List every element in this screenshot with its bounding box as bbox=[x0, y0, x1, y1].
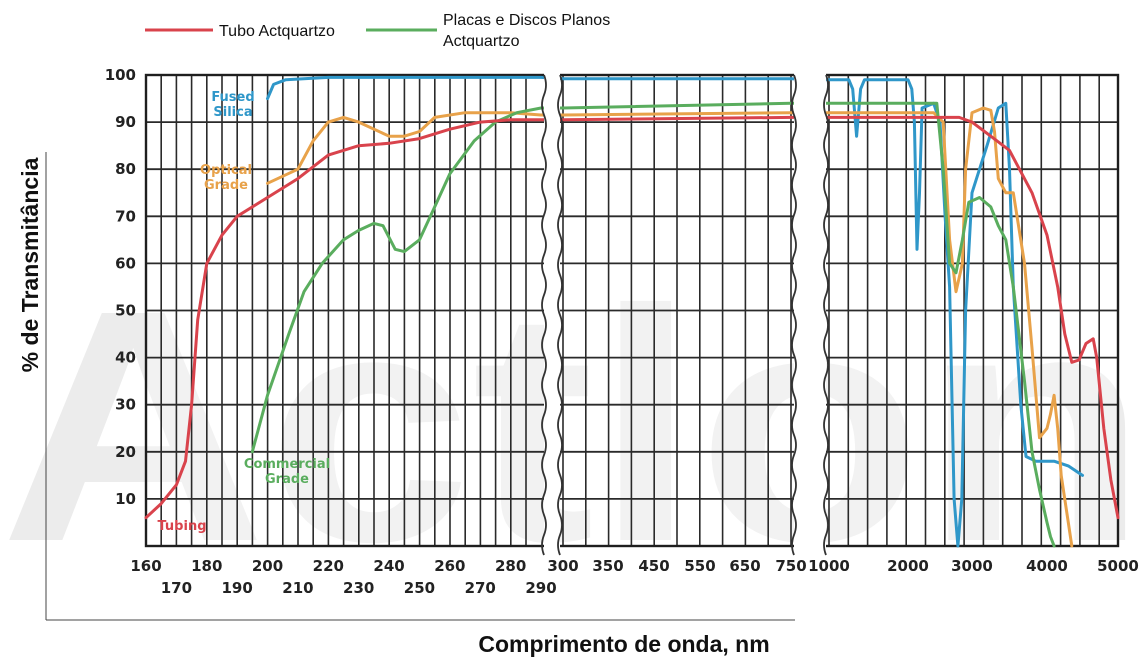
series-line-commercial-grade bbox=[250, 101, 1056, 548]
x-tick-label: 180 bbox=[191, 557, 222, 575]
x-tick-label: 4000 bbox=[1026, 557, 1068, 575]
x-axis-label: Comprimento de onda, nm bbox=[478, 631, 769, 657]
axis-break-band bbox=[794, 73, 826, 548]
x-tick-label: 550 bbox=[684, 557, 715, 575]
annotation-commercial-line2: Grade bbox=[265, 472, 309, 487]
legend-label-placas-line1: Placas e Discos Planos bbox=[443, 12, 610, 29]
x-tick-label: 230 bbox=[343, 579, 374, 597]
annotation-optical-line2: Grade bbox=[204, 178, 248, 193]
x-tick-label: 170 bbox=[161, 579, 192, 597]
x-tick-label: 260 bbox=[434, 557, 465, 575]
annotation-fused-line2: Silica bbox=[213, 105, 252, 120]
x-tick-label: 210 bbox=[282, 579, 313, 597]
y-tick-label: 100 bbox=[105, 66, 136, 84]
annotation-commercial-line1: Commercial bbox=[244, 457, 330, 472]
x-tick-label: 270 bbox=[465, 579, 496, 597]
y-tick-label: 10 bbox=[115, 490, 136, 508]
annotation-tubing-line1: Tubing bbox=[157, 519, 206, 534]
y-tick-label: 70 bbox=[115, 207, 136, 225]
x-tick-label: 220 bbox=[313, 557, 344, 575]
x-tick-label: 250 bbox=[404, 579, 435, 597]
annotation-optical-line1: Optical bbox=[200, 163, 252, 178]
x-tick-label: 200 bbox=[252, 557, 283, 575]
plot-border bbox=[144, 73, 1120, 548]
x-tick-label: 300 bbox=[547, 557, 578, 575]
axis-break-line bbox=[823, 74, 829, 556]
axis-break-band bbox=[544, 73, 560, 548]
x-tick-label: 2000 bbox=[887, 557, 929, 575]
x-tick-label: 240 bbox=[373, 557, 404, 575]
x-tick-label: 750 bbox=[775, 557, 806, 575]
axis-break-line bbox=[791, 74, 797, 556]
x-tick-label: 290 bbox=[525, 579, 556, 597]
x-tick-label: 190 bbox=[221, 579, 252, 597]
y-axis-label: % de Transmitância bbox=[17, 157, 43, 372]
series-line-tubing bbox=[144, 115, 1120, 520]
axis-break-line bbox=[541, 74, 547, 556]
series-line-fused-silica bbox=[266, 75, 1084, 548]
x-tick-label: 160 bbox=[130, 557, 161, 575]
x-tick-label: 350 bbox=[592, 557, 623, 575]
y-tick-label: 50 bbox=[115, 302, 136, 320]
x-tick-label: 1000 bbox=[808, 557, 850, 575]
y-tick-label: 30 bbox=[115, 396, 136, 414]
y-tick-label: 20 bbox=[115, 443, 136, 461]
x-tick-label: 5000 bbox=[1097, 557, 1139, 575]
legend-label-tubo: Tubo Actquartzo bbox=[219, 23, 335, 40]
x-tick-label: 450 bbox=[638, 557, 669, 575]
x-tick-label: 3000 bbox=[951, 557, 993, 575]
y-tick-label: 90 bbox=[115, 113, 136, 131]
x-tick-label: 280 bbox=[495, 557, 526, 575]
legend-label-placas-line2: Actquartzo bbox=[443, 33, 520, 50]
y-tick-label: 80 bbox=[115, 160, 136, 178]
y-tick-label: 40 bbox=[115, 349, 136, 367]
annotation-fused-line1: Fused bbox=[211, 90, 254, 105]
x-tick-label: 650 bbox=[729, 557, 760, 575]
axis-break-line bbox=[557, 74, 563, 556]
y-tick-label: 60 bbox=[115, 254, 136, 272]
